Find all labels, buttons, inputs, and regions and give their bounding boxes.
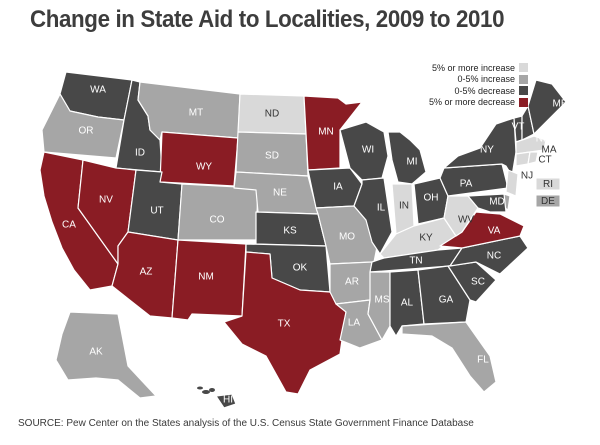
state-label-nh: NH: [536, 134, 550, 145]
state-label-tx: TX: [278, 319, 291, 330]
state-label-nd: ND: [265, 109, 279, 120]
state-label-la: LA: [348, 318, 361, 329]
legend-label: 5% or more decrease: [428, 97, 515, 108]
legend: 5% or more increase 0-5% increase 0-5% dec…: [429, 62, 528, 108]
state-callout-box-de: [535, 194, 561, 208]
state-label-nj: NJ: [521, 171, 533, 182]
legend-label: 0-5% increase: [457, 74, 515, 85]
state-label-ca: CA: [62, 220, 76, 231]
state-tx: [223, 251, 347, 395]
state-label-ar: AR: [345, 277, 359, 288]
state-label-de: DE: [541, 196, 555, 207]
state-label-ok: OK: [293, 263, 308, 274]
states-layer: [39, 71, 567, 409]
state-label-ny: NY: [480, 145, 494, 156]
state-wi: [339, 121, 389, 181]
state-label-vt: VT: [512, 122, 525, 133]
state-wy: [159, 131, 239, 187]
state-callout-box-ri: [535, 177, 561, 191]
state-label-tn: TN: [409, 256, 422, 267]
state-label-ma: MA: [542, 145, 557, 156]
state-label-ga: GA: [439, 295, 454, 306]
state-ak: [55, 311, 157, 399]
state-nj: [505, 169, 519, 197]
state-label-va: VA: [488, 226, 501, 237]
state-pa: [439, 163, 509, 197]
state-hi: [215, 393, 237, 409]
legend-swatch: [519, 86, 528, 96]
state-label-ne: NE: [273, 188, 287, 199]
state-label-co: CO: [210, 215, 225, 226]
state-or: [41, 93, 125, 159]
state-label-me: ME: [553, 99, 568, 110]
state-ri: [527, 151, 539, 165]
legend-item-inc5: 5% or more increase: [429, 62, 528, 74]
state-label-ia: IA: [333, 182, 343, 193]
state-label-al: AL: [401, 298, 414, 309]
state-co: [177, 183, 259, 241]
hawaii-island: [197, 386, 203, 390]
state-label-oh: OH: [424, 193, 439, 204]
state-mi: [387, 131, 427, 185]
state-label-mn: MN: [318, 127, 334, 138]
labels-layer: WA OR CA ID NV MT WY UT AZ CO NM ND SD NE KS OK TX MN IA MO…: [62, 85, 568, 406]
state-md: [467, 193, 507, 213]
state-label-in: IN: [399, 201, 409, 212]
state-label-pa: PA: [460, 179, 473, 190]
state-label-mi: MI: [406, 157, 417, 168]
state-il: [353, 177, 393, 255]
state-label-wy: WY: [196, 162, 212, 173]
state-label-id: ID: [135, 148, 145, 159]
hawaii-island: [202, 390, 210, 394]
map-title: Change in State Aid to Localities, 2009 …: [30, 6, 505, 33]
state-label-ct: CT: [538, 155, 551, 166]
state-label-mo: MO: [339, 232, 355, 243]
state-ma: [515, 135, 547, 155]
state-fl: [401, 321, 497, 393]
state-label-sd: SD: [265, 151, 279, 162]
state-label-ks: KS: [283, 226, 297, 237]
state-label-az: AZ: [140, 267, 153, 278]
state-label-or: OR: [79, 126, 94, 137]
state-me: [527, 79, 567, 135]
legend-swatch: [519, 63, 528, 73]
state-label-nm: NM: [198, 272, 214, 283]
legend-item-inc0: 0-5% increase: [429, 74, 528, 86]
state-label-md: MD: [489, 197, 505, 208]
legend-label: 0-5% decrease: [454, 85, 515, 96]
state-label-sc: SC: [471, 277, 485, 288]
source-note: SOURCE: Pew Center on the States analysi…: [18, 418, 474, 429]
state-label-nv: NV: [99, 195, 113, 206]
state-label-ak: AK: [89, 347, 103, 358]
legend-swatch: [519, 97, 528, 107]
state-label-ky: KY: [419, 233, 433, 244]
legend-item-dec0: 0-5% decrease: [429, 85, 528, 97]
state-label-il: IL: [377, 203, 386, 214]
legend-swatch: [519, 74, 528, 84]
state-label-ut: UT: [150, 206, 163, 217]
state-label-nc: NC: [487, 251, 501, 262]
state-label-mt: MT: [189, 108, 203, 119]
hawaii-island: [209, 388, 215, 392]
state-label-wv: WV: [458, 215, 474, 226]
state-label-ms: MS: [375, 295, 390, 306]
legend-item-dec5: 5% or more decrease: [429, 97, 528, 109]
state-label-ri: RI: [543, 179, 553, 190]
state-label-wa: WA: [90, 85, 106, 96]
state-label-hi: HI: [223, 395, 233, 406]
state-label-wi: WI: [362, 145, 374, 156]
state-label-fl: FL: [477, 355, 489, 366]
legend-label: 5% or more increase: [431, 62, 515, 73]
